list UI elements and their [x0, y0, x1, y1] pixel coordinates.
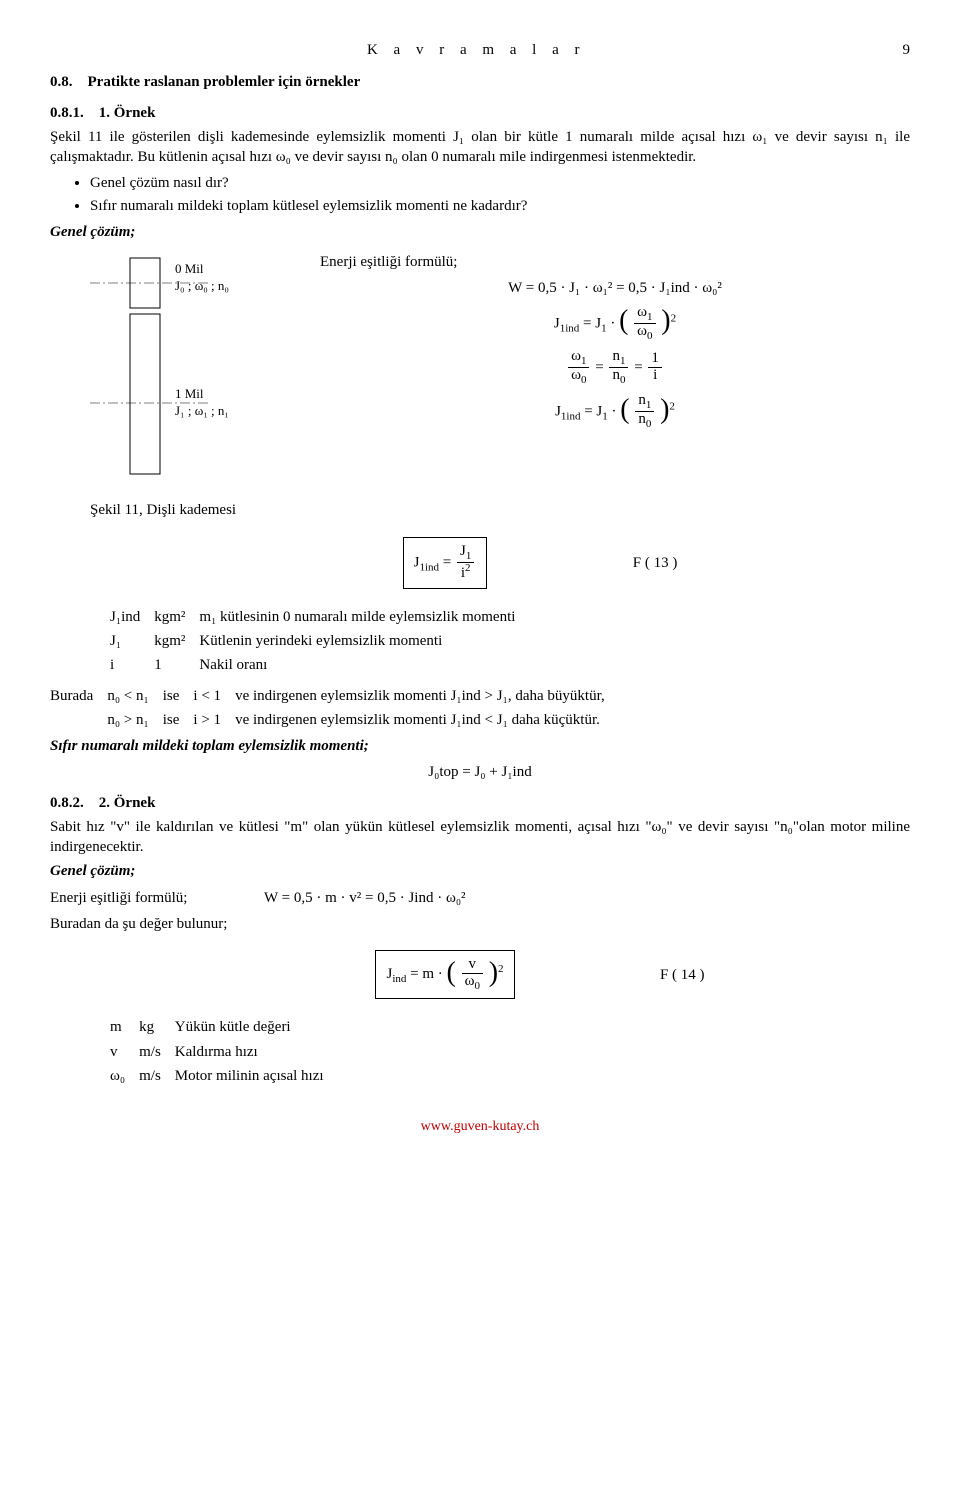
- def-sym: i: [110, 653, 154, 677]
- defs-table-1: J₁ind kgm² m₁ kütlesinin 0 numaralı mild…: [110, 605, 529, 678]
- figure-11: 0 Mil J₀ ; ω₀ ; n₀ 1 Mil J₁ ; ω₁ ; n₁ Şe…: [90, 248, 290, 521]
- cond-a: n₀ < n₁: [107, 684, 162, 708]
- eq-f14-line: Jind = m · ( vω0 )2 F ( 14 ): [50, 944, 910, 1005]
- def-unit: 1: [154, 653, 199, 677]
- derivation-block: Enerji eşitliği formülü; W = 0,5 · J₁ · …: [320, 248, 910, 437]
- eq-f13-box: J1ind = J1i2: [403, 537, 488, 589]
- sifir-title: Sıfır numaralı mildeki toplam eylemsizli…: [50, 736, 910, 756]
- def-sym: J₁ind: [110, 605, 154, 629]
- cond-d: ve indirgenen eylemsizlik momenti J₁ind …: [235, 684, 619, 708]
- section-0-8: 0.8. Pratikte raslanan problemler için ö…: [50, 72, 910, 92]
- genel-cozum-label: Genel çözüm;: [50, 222, 910, 242]
- mil1-label: 1 Mil: [175, 386, 204, 401]
- eq-W: W = 0,5 · J₁ · ω₁² = 0,5 · J₁ind · ω₀²: [320, 278, 910, 298]
- def-sym: J₁: [110, 629, 154, 653]
- section-num: 0.8.: [50, 74, 73, 90]
- section-title: 1. Örnek: [99, 105, 156, 121]
- header-title: K a v r a m a l a r: [367, 40, 586, 60]
- section-0-8-2: 0.8.2. 2. Örnek: [50, 793, 910, 813]
- bullet-item: Sıfır numaralı mildeki toplam kütlesel e…: [90, 196, 910, 216]
- condition-table: Burada n₀ < n₁ ise i < 1 ve indirgenen e…: [50, 684, 619, 733]
- section-title: Pratikte raslanan problemler için örnekl…: [88, 74, 361, 90]
- def-unit: m/s: [139, 1040, 175, 1064]
- eq-f14-tag: F ( 14 ): [635, 965, 705, 985]
- eq-W2: W = 0,5 · m · v² = 0,5 · Jind · ω₀²: [264, 886, 910, 910]
- mil1-sub: J₁ ; ω₁ ; n₁: [175, 403, 229, 418]
- section-num: 0.8.2.: [50, 795, 84, 811]
- def-desc: Motor milinin açısal hızı: [175, 1064, 338, 1088]
- eq-f14-box: Jind = m · ( vω0 )2: [375, 950, 514, 999]
- footer-url: www.guven-kutay.ch: [50, 1118, 910, 1137]
- mil0-sub: J₀ ; ω₀ ; n₀: [175, 278, 229, 293]
- section-title: 2. Örnek: [99, 795, 156, 811]
- table-row: i 1 Nakil oranı: [110, 653, 529, 677]
- def-sym: ω₀: [110, 1064, 139, 1088]
- eq-ratio: ω1ω0 = n1n0 = 1i: [320, 349, 910, 387]
- cond-c: i < 1: [193, 684, 235, 708]
- table-row: n₀ > n₁ ise i > 1 ve indirgenen eylemsiz…: [50, 708, 619, 732]
- cond-a: n₀ > n₁: [107, 708, 162, 732]
- cond-b: ise: [163, 684, 194, 708]
- genel-cozum-label-2: Genel çözüm;: [50, 861, 910, 881]
- def-desc: Kütlenin yerindeki eylemsizlik momenti: [199, 629, 529, 653]
- def-sym: v: [110, 1040, 139, 1064]
- para-082: Sabit hız "v" ile kaldırılan ve kütlesi …: [50, 817, 910, 858]
- def-desc: Yükün kütle değeri: [175, 1015, 338, 1039]
- energy-formula-label: Enerji eşitliği formülü;: [320, 252, 910, 272]
- table-row: J₁ind kgm² m₁ kütlesinin 0 numaralı mild…: [110, 605, 529, 629]
- figure-row: 0 Mil J₀ ; ω₀ ; n₀ 1 Mil J₁ ; ω₁ ; n₁ Şe…: [90, 248, 910, 521]
- section-num: 0.8.1.: [50, 105, 84, 121]
- para-081: Şekil 11 ile gösterilen dişli kademesind…: [50, 127, 910, 168]
- def-sym: m: [110, 1015, 139, 1039]
- eq-f13-tag: F ( 13 ): [607, 553, 677, 573]
- def-desc: Kaldırma hızı: [175, 1040, 338, 1064]
- bullet-list: Genel çözüm nasıl dır? Sıfır numaralı mi…: [90, 173, 910, 216]
- def-unit: m/s: [139, 1064, 175, 1088]
- energy-label: Enerji eşitliği formülü;: [50, 886, 264, 910]
- defs-table-2: m kg Yükün kütle değeri v m/s Kaldırma h…: [110, 1015, 338, 1088]
- def-unit: kg: [139, 1015, 175, 1039]
- eq-j1ind-n: J1ind = J1 · ( n1n0 )2: [320, 393, 910, 431]
- def-desc: m₁ kütlesinin 0 numaralı milde eylemsizl…: [199, 605, 529, 629]
- cond-b: ise: [163, 708, 194, 732]
- page-header: K a v r a m a l a r 9: [50, 40, 910, 60]
- eq-j1ind-omega: J1ind = J1 · ( ω1ω0 )2: [320, 305, 910, 343]
- cond-lead: Burada: [50, 684, 107, 708]
- eq-f13-line: J1ind = J1i2 F ( 13 ): [50, 531, 910, 595]
- def-unit: kgm²: [154, 629, 199, 653]
- section-0-8-1: 0.8.1. 1. Örnek: [50, 103, 910, 123]
- figure-caption: Şekil 11, Dişli kademesi: [90, 500, 290, 520]
- bullet-item: Genel çözüm nasıl dır?: [90, 173, 910, 193]
- buradan: Buradan da şu değer bulunur;: [50, 914, 910, 934]
- energy-row: Enerji eşitliği formülü; W = 0,5 · m · v…: [50, 886, 910, 910]
- table-row: v m/s Kaldırma hızı: [110, 1040, 338, 1064]
- gear-stage-svg: 0 Mil J₀ ; ω₀ ; n₀ 1 Mil J₁ ; ω₁ ; n₁: [90, 248, 290, 488]
- def-desc: Nakil oranı: [199, 653, 529, 677]
- table-row: ω₀ m/s Motor milinin açısal hızı: [110, 1064, 338, 1088]
- def-unit: kgm²: [154, 605, 199, 629]
- page-number: 9: [902, 40, 910, 60]
- cond-c: i > 1: [193, 708, 235, 732]
- mil0-label: 0 Mil: [175, 261, 204, 276]
- cond-d: ve indirgenen eylemsizlik momenti J₁ind …: [235, 708, 619, 732]
- table-row: m kg Yükün kütle değeri: [110, 1015, 338, 1039]
- table-row: Burada n₀ < n₁ ise i < 1 ve indirgenen e…: [50, 684, 619, 708]
- table-row: J₁ kgm² Kütlenin yerindeki eylemsizlik m…: [110, 629, 529, 653]
- eq-j0top: J₀top = J₀ + J₁ind: [50, 762, 910, 782]
